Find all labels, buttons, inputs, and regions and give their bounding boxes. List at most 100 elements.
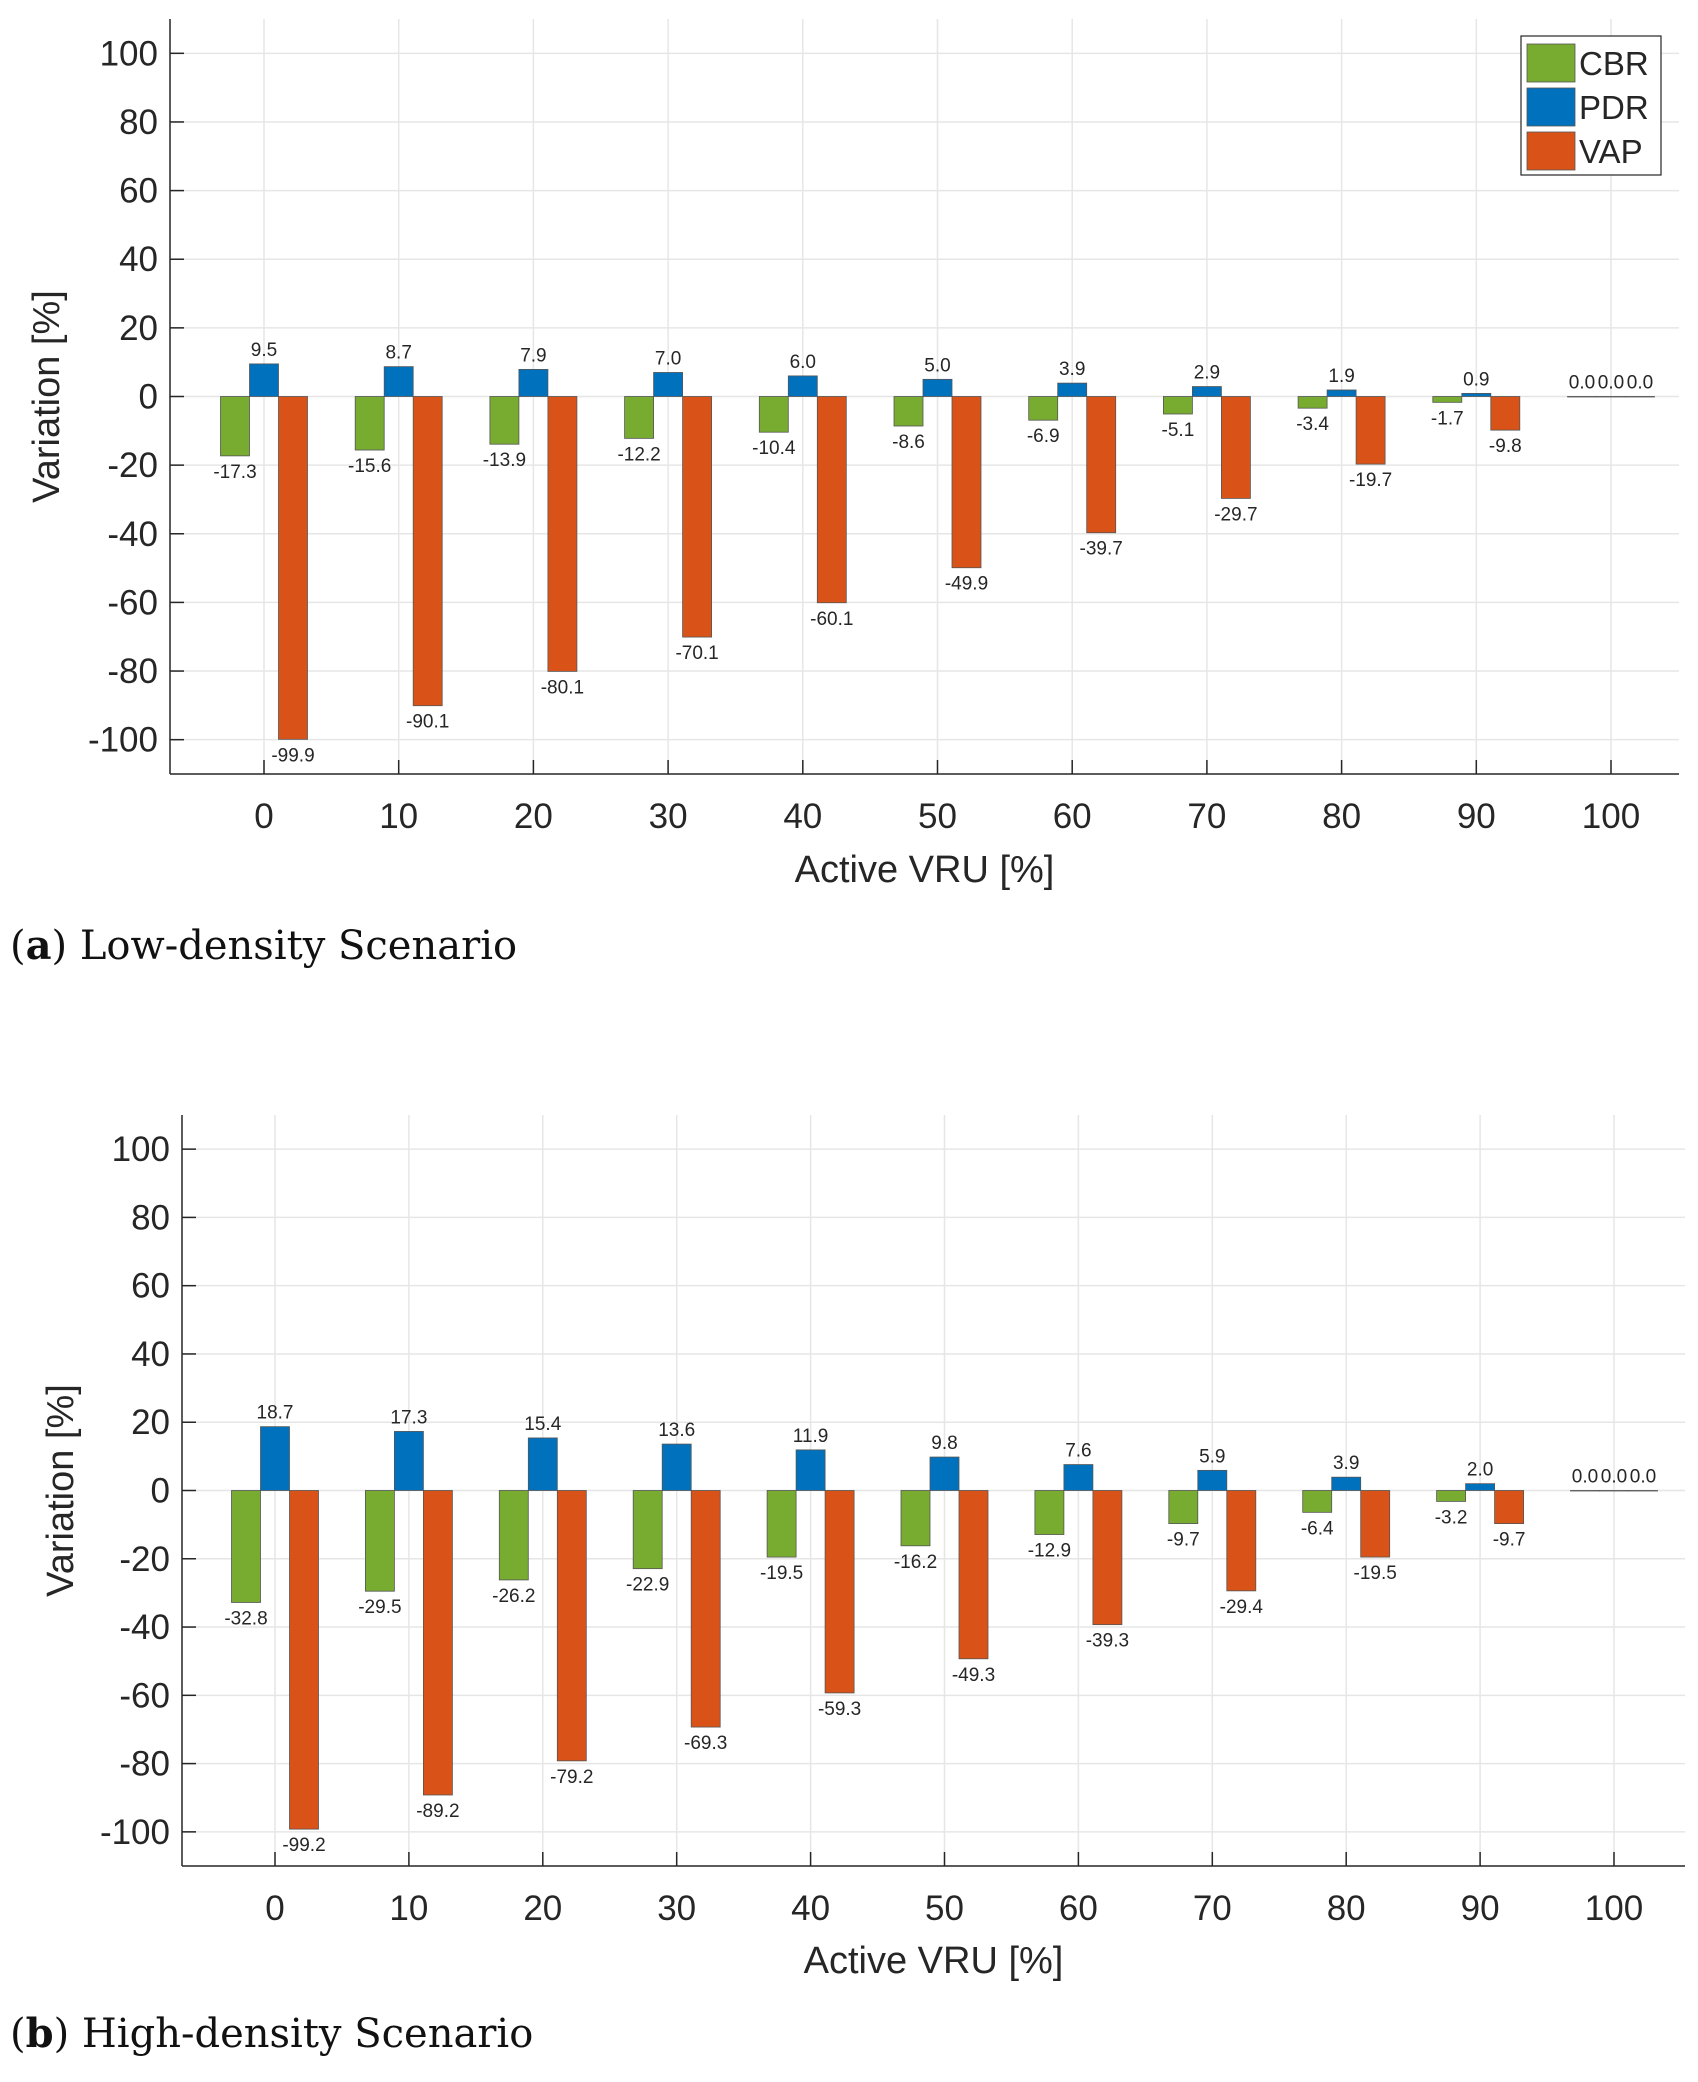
- bar-pdr: [787, 375, 818, 397]
- legend-label-cbr: CBR: [1579, 45, 1649, 82]
- data-label: -12.2: [617, 444, 660, 465]
- data-label: -16.2: [894, 1552, 937, 1573]
- y-tick-label: 20: [131, 1403, 170, 1442]
- caption-letter: a: [25, 922, 52, 969]
- y-tick-label: 0: [139, 378, 158, 417]
- bar-vap: [547, 396, 578, 672]
- y-tick-label: 40: [119, 240, 158, 279]
- legend-swatch-cbr: [1526, 43, 1576, 83]
- data-label: -99.9: [271, 745, 314, 766]
- bar-pdr: [383, 366, 414, 397]
- data-label: -5.1: [1162, 420, 1195, 441]
- bar-vap: [690, 1490, 721, 1728]
- y-tick-label: -100: [100, 1813, 170, 1852]
- bar-vap: [1490, 396, 1521, 431]
- legend-label-pdr: PDR: [1579, 89, 1649, 126]
- data-label: -6.4: [1301, 1518, 1334, 1539]
- bar-cbr: [354, 396, 385, 451]
- data-label: 0.9: [1463, 369, 1489, 390]
- bar-vap: [1628, 1490, 1658, 1492]
- data-label: -19.7: [1349, 470, 1392, 491]
- bar-cbr: [1567, 396, 1597, 398]
- bar-pdr: [795, 1449, 826, 1491]
- bar-pdr: [527, 1437, 558, 1491]
- data-label: -26.2: [492, 1586, 535, 1607]
- bar-cbr: [489, 396, 520, 445]
- data-label: 9.8: [931, 1433, 957, 1454]
- bar-vap: [1092, 1490, 1123, 1626]
- bar-cbr: [1034, 1490, 1065, 1535]
- bar-pdr: [661, 1443, 692, 1491]
- x-tick-label: 30: [657, 1889, 696, 1928]
- y-axis-label: Variation [%]: [26, 290, 68, 503]
- data-label: 9.5: [251, 340, 277, 361]
- chart-a: -100 -80 -60 -40 -20 0 20 40 60 80 100 0 10 20 30 40 50 6…: [26, 19, 1679, 891]
- y-tick-label: -20: [119, 1540, 170, 1579]
- x-tick-label: 60: [1053, 797, 1092, 836]
- y-tick-label: 80: [119, 103, 158, 142]
- data-label: -9.7: [1167, 1530, 1200, 1551]
- bar-vap: [278, 396, 308, 740]
- bar-vap: [556, 1490, 587, 1762]
- y-tick-label: -100: [88, 721, 158, 760]
- data-label: -3.4: [1296, 414, 1329, 435]
- data-label: -6.9: [1027, 426, 1060, 447]
- bar-pdr: [249, 363, 279, 397]
- data-label: -9.8: [1489, 436, 1522, 457]
- data-label: 17.3: [390, 1407, 427, 1428]
- bar-vap: [958, 1490, 989, 1660]
- bar-pdr: [1326, 389, 1357, 397]
- bar-vap: [1625, 396, 1655, 398]
- bar-pdr: [1331, 1476, 1362, 1491]
- y-tick-label: -80: [107, 652, 158, 691]
- data-label: -22.9: [626, 1575, 669, 1596]
- x-tick-label: 0: [254, 797, 273, 836]
- data-label: 15.4: [524, 1414, 561, 1435]
- x-tick-label: 10: [389, 1889, 428, 1928]
- bar-pdr: [1465, 1483, 1495, 1491]
- x-tick-label: 70: [1187, 797, 1226, 836]
- bar-vap: [1360, 1490, 1391, 1558]
- data-label: -39.7: [1080, 539, 1123, 560]
- bar-cbr: [1028, 396, 1059, 421]
- data-label: 18.7: [257, 1403, 294, 1424]
- x-tick-label: 40: [791, 1889, 830, 1928]
- data-label: -59.3: [818, 1699, 861, 1720]
- y-tick-label: 80: [131, 1198, 170, 1237]
- bar-cbr: [364, 1490, 395, 1592]
- data-label: 7.0: [655, 348, 681, 369]
- bar-vap: [816, 396, 847, 604]
- data-label: -69.3: [684, 1733, 727, 1754]
- bar-cbr: [632, 1490, 663, 1570]
- bar-pdr: [929, 1456, 960, 1491]
- data-label: 0.0: [1569, 373, 1595, 394]
- bar-vap: [682, 396, 712, 638]
- x-axis-label: Active VRU [%]: [795, 849, 1055, 891]
- caption-letter: b: [25, 2010, 54, 2057]
- data-label: -9.7: [1493, 1530, 1526, 1551]
- x-tick-label: 0: [265, 1889, 284, 1928]
- y-tick-label: 20: [119, 309, 158, 348]
- series-cbr: -32.8 -29.5 -26.2 -22.9 -19.5 -16.2 -12.9 -9.7 -…: [224, 1467, 1600, 1629]
- bar-vap: [1355, 396, 1386, 465]
- x-tick-label: 20: [523, 1889, 562, 1928]
- series-vap: -99.2 -89.2 -79.2 -69.3 -59.3 -49.3 -39.3 -29.4…: [282, 1467, 1658, 1856]
- y-tick-label: -20: [107, 446, 158, 485]
- series-cbr: -17.3 -15.6 -13.9 -12.2 -10.4 -8.6 -6.9 -5.1 -3.…: [213, 373, 1597, 483]
- data-label: 3.9: [1333, 1453, 1359, 1474]
- data-label: 6.0: [790, 352, 816, 373]
- y-tick-label: -40: [107, 515, 158, 554]
- bar-vap: [422, 1490, 453, 1796]
- bar-vap: [1086, 396, 1117, 534]
- bar-pdr: [518, 368, 549, 397]
- bar-pdr: [922, 378, 953, 397]
- x-tick-label: 30: [649, 797, 688, 836]
- legend-swatch-vap: [1526, 131, 1576, 171]
- x-tick-label: 90: [1461, 1889, 1500, 1928]
- bar-pdr: [260, 1426, 290, 1491]
- data-label: -89.2: [416, 1801, 459, 1822]
- data-label: 8.7: [385, 343, 411, 364]
- data-label: 5.0: [924, 355, 950, 376]
- data-label: 13.6: [658, 1420, 695, 1441]
